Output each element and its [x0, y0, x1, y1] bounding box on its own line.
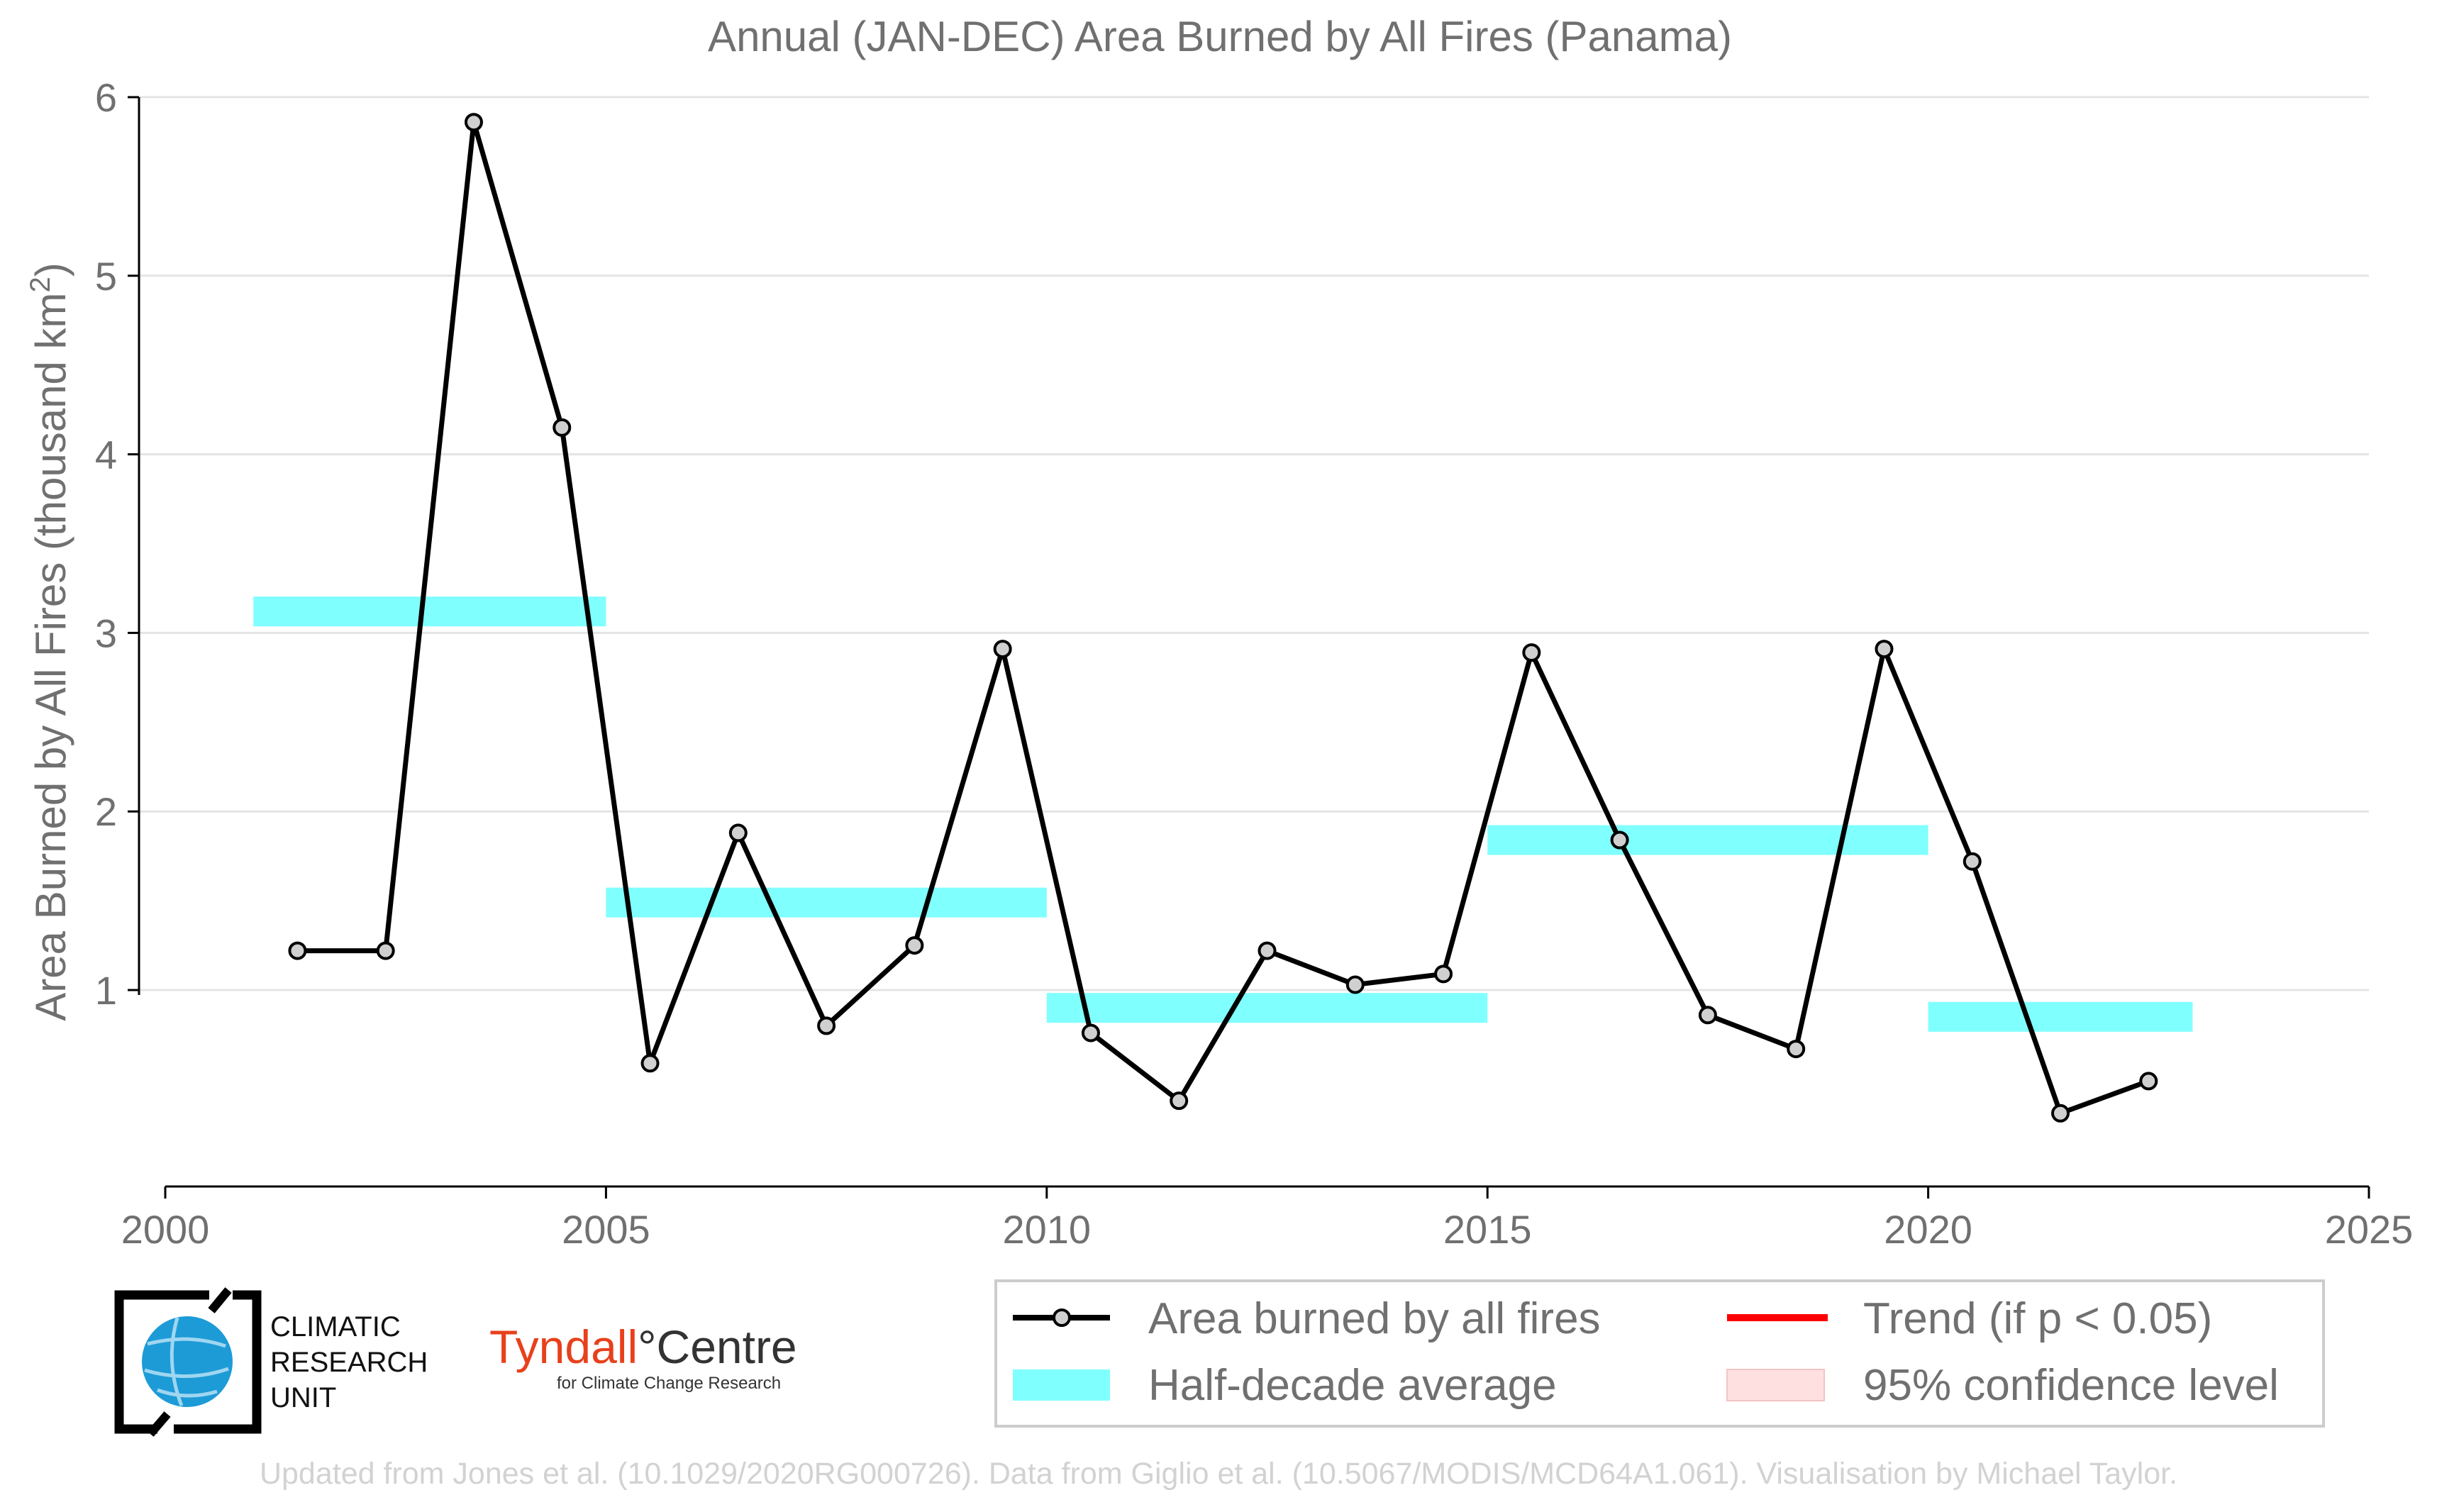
y-axis-label-close: ): [27, 262, 74, 277]
legend-swatch-half-decade: [1013, 1369, 1110, 1401]
cru-logo-slash-bottom: [147, 1411, 171, 1437]
data-point-5: [640, 1054, 660, 1073]
data-point-4: [553, 418, 572, 437]
tyndall-logo-degree: °: [638, 1321, 656, 1373]
x-tick-label-2000: 2000: [121, 1207, 210, 1252]
half-decade-bar-3: [1046, 993, 1488, 1023]
data-point-8: [905, 936, 924, 955]
data-point-16: [1610, 830, 1629, 850]
tyndall-logo-centre: Centre: [657, 1321, 797, 1373]
data-point-9: [993, 640, 1012, 659]
data-point-22: [2139, 1072, 2158, 1091]
series-line-1: [294, 119, 2151, 1116]
cru-logo-line2: RESEARCH: [270, 1347, 428, 1378]
gridlines: [139, 96, 2369, 991]
data-point-11: [1170, 1091, 1189, 1111]
data-point-2: [376, 941, 395, 960]
data-point-15: [1522, 643, 1541, 662]
half-decade-bar-4: [1487, 825, 1928, 855]
data-point-6: [728, 823, 748, 843]
data-point-14: [1434, 965, 1453, 984]
y-tick-label-6: 6: [95, 75, 117, 120]
x-tick-label-2010: 2010: [1003, 1207, 1092, 1252]
y-tick-label-5: 5: [95, 254, 117, 299]
cru-logo-frame-right: [174, 1290, 262, 1434]
y-axis-label-main: Area Burned by All Fires (thousand km: [27, 293, 74, 1021]
data-point-12: [1258, 941, 1277, 960]
half-decade-bar-1: [253, 596, 606, 627]
cru-logo-line1: CLIMATIC: [270, 1311, 401, 1343]
legend-swatch-confidence: [1726, 1369, 1825, 1401]
cru-logo-slash-top: [208, 1287, 232, 1313]
globe-icon: [142, 1316, 233, 1407]
data-point-19: [1875, 640, 1894, 659]
cru-logo: CLIMATIC RESEARCH UNIT: [114, 1287, 428, 1437]
tyndall-logo-sub: for Climate Change Research: [557, 1374, 781, 1393]
tyndall-logo: Tyndall°Centre for Climate Change Resear…: [489, 1321, 797, 1393]
data-point-18: [1787, 1040, 1806, 1059]
y-axis-ticks: 1 2 3 4 5 6: [95, 75, 139, 1013]
x-tick-label-2015: 2015: [1443, 1207, 1532, 1252]
legend-marker-area-burned: [1053, 1308, 1071, 1327]
x-tick-label-2025: 2025: [2325, 1207, 2414, 1252]
x-tick-label-2005: 2005: [562, 1207, 650, 1252]
legend-label-trend: Trend (if p < 0.05): [1863, 1294, 2212, 1343]
x-tick-label-2020: 2020: [1884, 1207, 1972, 1252]
data-point-3: [464, 113, 483, 132]
data-point-7: [817, 1016, 836, 1035]
legend-frame: [994, 1279, 2325, 1428]
x-axis-ticks: 2000 2005 2010 2015 2020 2025: [121, 1186, 2414, 1252]
cru-logo-frame-left: [114, 1290, 209, 1434]
y-tick-label-1: 1: [95, 968, 117, 1013]
cru-logo-line3: UNIT: [270, 1382, 336, 1413]
tyndall-logo-name: Tyndall°Centre: [489, 1321, 797, 1373]
y-axis-label-superscript: 2: [25, 277, 56, 292]
half-decade-average-bars: [253, 596, 2193, 1032]
half-decade-bar-5: [1928, 1001, 2193, 1032]
y-tick-label-2: 2: [95, 789, 117, 834]
series-area-burned: [288, 113, 2158, 1123]
y-tick-label-3: 3: [95, 611, 117, 655]
legend: Area burned by all fires Trend (if p < 0…: [994, 1279, 2325, 1428]
y-axis-label: Area Burned by All Fires (thousand km2): [25, 262, 74, 1021]
data-point-17: [1698, 1006, 1717, 1025]
legend-label-confidence: 95% confidence level: [1863, 1361, 2279, 1410]
data-point-10: [1081, 1023, 1100, 1043]
data-point-21: [2051, 1104, 2070, 1123]
tyndall-logo-main: Tyndall: [489, 1321, 638, 1373]
credit-line: Updated from Jones et al. (10.1029/2020R…: [260, 1457, 2177, 1491]
data-point-20: [1963, 852, 1982, 871]
legend-label-area-burned: Area burned by all fires: [1148, 1294, 1601, 1343]
y-tick-label-4: 4: [95, 433, 117, 477]
data-point-1: [288, 941, 307, 960]
data-point-13: [1345, 975, 1365, 994]
globe-icon-lines: [144, 1317, 229, 1406]
legend-label-half-decade: Half-decade average: [1148, 1361, 1557, 1410]
chart-title: Annual (JAN-DEC) Area Burned by All Fire…: [708, 13, 1732, 60]
half-decade-bar-2: [606, 887, 1047, 918]
